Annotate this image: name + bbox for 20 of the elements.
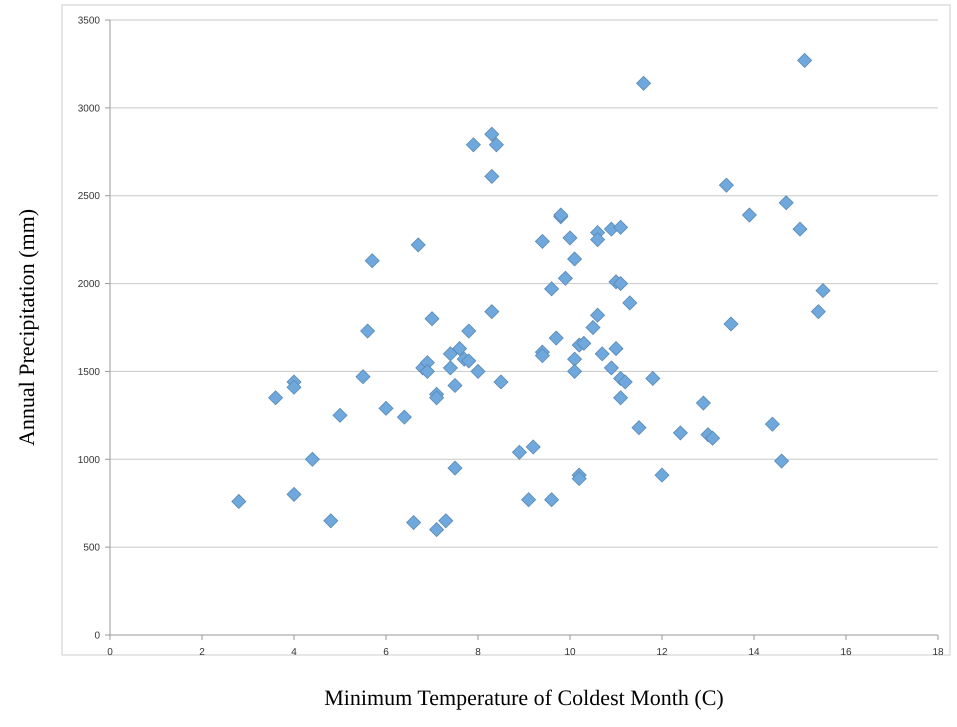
x-tick-label: 10 [564,647,576,658]
x-tick-label: 18 [932,647,944,658]
x-tick-label: 8 [475,647,482,658]
y-tick-label: 3500 [78,16,100,26]
y-tick-label: 1500 [78,366,100,378]
x-tick-label: 2 [199,647,206,658]
y-tick-label: 3000 [78,103,100,114]
x-tick-label: 12 [656,647,668,658]
x-tick-label: 0 [107,647,114,658]
y-tick-label: 1000 [78,454,100,466]
x-tick-label: 6 [383,647,390,658]
x-axis-title: Minimum Temperature of Coldest Month (C) [324,685,724,710]
y-tick-label: 2000 [78,279,100,290]
x-tick-label: 16 [840,647,852,658]
x-tick-label: 14 [748,647,760,658]
y-tick-label: 500 [83,542,100,554]
y-tick-label: 0 [94,630,100,642]
x-tick-label: 4 [291,647,298,658]
y-axis-title: Annual Precipitation (mm) [14,208,39,446]
y-tick-label: 2500 [78,191,100,202]
